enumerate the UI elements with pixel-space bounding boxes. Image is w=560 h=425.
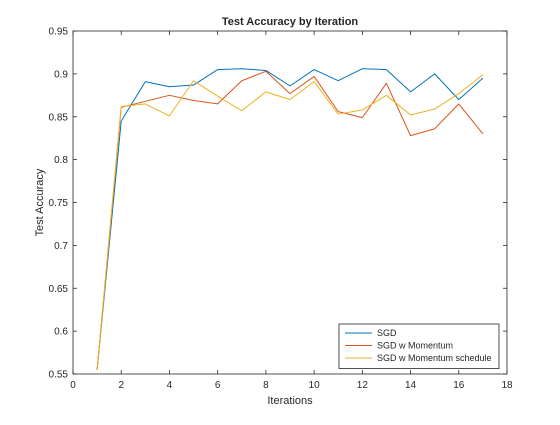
x-tick-label: 6 — [215, 380, 221, 391]
y-axis-label: Test Accuracy — [34, 168, 46, 236]
y-tick-label: 0.75 — [49, 198, 69, 209]
y-tick-label: 0.8 — [54, 155, 68, 166]
y-tick-label: 0.9 — [54, 69, 68, 80]
x-tick-label: 12 — [357, 380, 369, 391]
plot-area — [73, 31, 507, 374]
x-tick-label: 0 — [70, 380, 76, 391]
legend-entry-1: SGD — [377, 328, 397, 338]
y-tick-label: 0.95 — [49, 27, 69, 38]
x-axis-label: Iterations — [267, 395, 313, 407]
y-tick-label: 0.55 — [49, 370, 69, 381]
chart-title: Test Accuracy by Iteration — [222, 16, 359, 28]
y-tick-label: 0.65 — [49, 284, 69, 295]
ticks-layer: 0 2 4 6 8 10 12 14 16 18 0.55 0.6 0.65 0.7 0.75 0.8 0.85… — [49, 27, 513, 392]
x-tick-label: 2 — [118, 380, 124, 391]
legend-entry-2: SGD w Momentum — [377, 341, 453, 351]
y-tick-label: 0.85 — [49, 112, 69, 123]
series-line-2 — [96, 70, 484, 370]
x-tick-label: 10 — [309, 380, 321, 391]
x-tick-label: 18 — [501, 380, 513, 391]
x-tick-label: 4 — [167, 380, 173, 391]
y-tick-label: 0.6 — [54, 327, 68, 338]
series-line-1 — [96, 68, 484, 370]
x-tick-label: 8 — [263, 380, 269, 391]
x-tick-label: 14 — [405, 380, 417, 391]
legend-entry-3: SGD w Momentum schedule — [377, 353, 492, 363]
y-tick-label: 0.7 — [54, 241, 68, 252]
series-layer — [96, 68, 484, 370]
legend: SGD SGD w Momentum SGD w Momentum schedule — [338, 323, 500, 369]
series-line-3 — [96, 74, 484, 370]
x-tick-label: 16 — [453, 380, 465, 391]
legend-box — [338, 323, 500, 369]
